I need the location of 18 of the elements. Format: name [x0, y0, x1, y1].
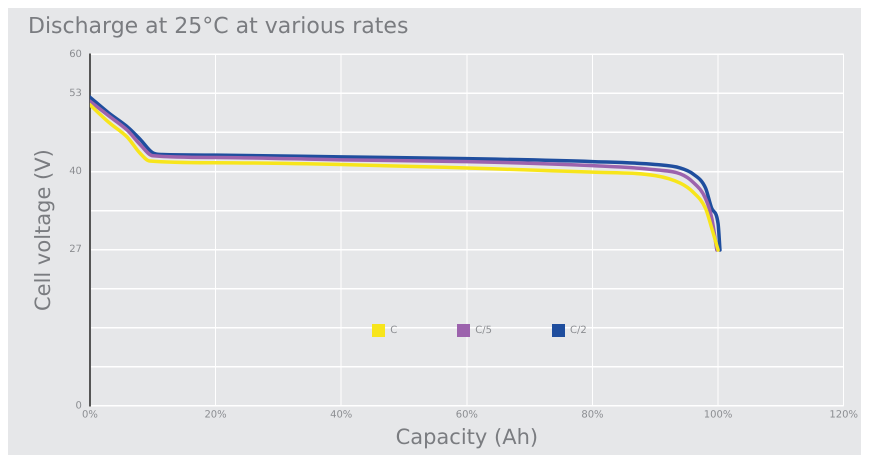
x-tick-label: 20% [204, 409, 227, 420]
x-tick-label: 80% [581, 409, 604, 420]
x-axis-title: Capacity (Ah) [396, 424, 538, 449]
y-tick-label: 27 [69, 244, 82, 256]
legend-label: C/2 [570, 325, 587, 336]
y-axis-title: Cell voltage (V) [31, 149, 56, 312]
x-tick-label: 100% [704, 409, 732, 420]
y-tick-label: 60 [69, 48, 82, 60]
x-tick-label: 0% [82, 409, 98, 420]
x-tick-label: 60% [456, 409, 478, 420]
legend-label: C [390, 325, 398, 336]
chart-title: Discharge at 25°C at various rates [28, 14, 408, 39]
x-tick-label: 120% [829, 409, 858, 420]
legend-label: C/5 [475, 325, 492, 336]
x-tick-label: 40% [330, 409, 352, 420]
y-tick-label: 53 [69, 88, 82, 100]
y-tick-label: 0 [76, 400, 82, 412]
y-tick-label: 40 [69, 166, 82, 178]
